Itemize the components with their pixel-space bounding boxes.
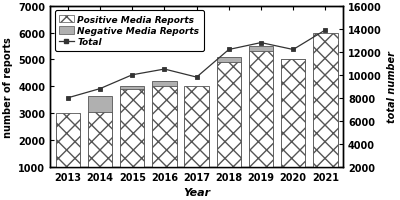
Bar [281,60,306,194]
Bar [216,57,241,194]
Bar [184,87,209,194]
Bar [184,96,209,194]
Bar [56,116,80,194]
Bar [120,90,144,194]
Bar [88,96,112,194]
Bar [88,112,112,194]
Bar [216,63,241,194]
Bar [56,114,80,194]
X-axis label: Year: Year [183,187,210,197]
Y-axis label: number of reports: number of reports [3,37,13,137]
Bar [152,82,177,194]
Bar [281,60,306,194]
Bar [152,87,177,194]
Bar [249,47,273,194]
Legend: Positive Media Reports, Negative Media Reports, Total: Positive Media Reports, Negative Media R… [55,11,204,52]
Bar [313,41,338,194]
Bar [120,87,144,194]
Bar [249,52,273,194]
Bar [313,33,338,194]
Y-axis label: total number: total number [387,51,397,123]
